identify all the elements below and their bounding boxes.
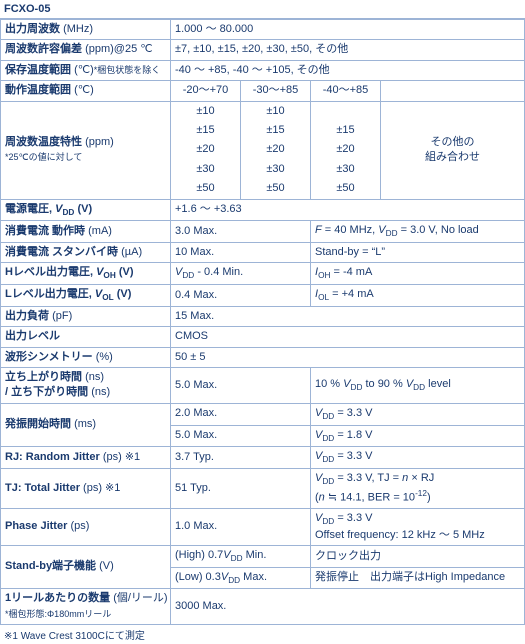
cell: ±15 [311,121,381,140]
row-value: +1.6 ～ +3.63 [171,199,525,221]
row-cond: クロック出力 [311,545,525,567]
row-value: 10 Max. [171,242,311,262]
row-value: 15 Max. [171,306,525,326]
row-label: 周波数許容偏差 (ppm)@25 ℃ [1,40,171,60]
row-label: Phase Jitter (ps) [1,508,171,545]
cell: その他の 組み合わせ [381,101,525,199]
cell: ±50 [241,179,311,199]
cell: ±30 [241,160,311,179]
cell [311,101,381,121]
row-cond: VDD = 3.3 V [311,403,525,425]
row-value: 1.0 Max. [171,508,311,545]
row-label: TJ: Total Jitter (ps) ※1 [1,469,171,509]
row-cond: VDD = 3.3 V, TJ = n × RJ(n ≒ 14.1, BER =… [311,469,525,509]
row-label: 電源電圧, VDD (V) [1,199,171,221]
spec-table: 出力周波数 (MHz) 1.000 ～ 80.000 周波数許容偏差 (ppm)… [0,19,525,625]
row-value: 3.7 Typ. [171,447,311,469]
row-cond: 10 % VDD to 90 % VDD level [311,368,525,404]
row-value: VDD - 0.4 Min. [171,263,311,285]
cell: ±15 [241,121,311,140]
row-label: RJ: Random Jitter (ps) ※1 [1,447,171,469]
row-value: 51 Typ. [171,469,311,509]
row-label: Stand-by端子機能 (V) [1,545,171,588]
row-label: 出力周波数 (MHz) [1,20,171,40]
cell: ±20 [241,140,311,159]
row-value: (Low) 0.3VDD Max. [171,567,311,589]
cell: ±50 [171,179,241,199]
cell: ±20 [311,140,381,159]
row-cond: IOH = -4 mA [311,263,525,285]
cell: -30～+85 [241,81,311,101]
cell: ±20 [171,140,241,159]
row-value: 5.0 Max. [171,368,311,404]
row-label: 消費電流 スタンバイ時 (µA) [1,242,171,262]
row-label: 立ち上がり時間 (ns) / 立ち下がり時間 (ns) [1,368,171,404]
row-cond: 発振停止 出力端子はHigh Impedance [311,567,525,589]
part-title: FCXO-05 [0,0,525,19]
row-value: CMOS [171,327,525,347]
row-label: 出力負荷 (pF) [1,306,171,326]
cell [381,81,525,101]
row-label: 動作温度範囲 (℃) [1,81,171,101]
row-label: 1リールあたりの数量 (個/リール)*梱包形態:Φ180mmリール [1,589,171,625]
row-value: 3000 Max. [171,589,525,625]
row-label: 保存温度範囲 (℃)*梱包状態を除く [1,60,171,80]
cell: ±30 [171,160,241,179]
row-cond: VDD = 1.8 V [311,425,525,447]
cell: -40～+85 [311,81,381,101]
row-value: (High) 0.7VDD Min. [171,545,311,567]
row-label: Hレベル出力電圧, VOH (V) [1,263,171,285]
row-label: 出力レベル [1,327,171,347]
row-label: 周波数温度特性 (ppm) *25℃の値に対して [1,101,171,199]
row-cond: Stand-by = “L” [311,242,525,262]
cell: ±50 [311,179,381,199]
row-cond: VDD = 3.3 VOffset frequency: 12 kHz ～ 5 … [311,508,525,545]
cell: -20～+70 [171,81,241,101]
footnote: ※1 Wave Crest 3100Cにて測定 [0,625,525,644]
cell: ±10 [241,101,311,121]
row-value: 3.0 Max. [171,221,311,243]
row-value: -40 ～ +85, -40 ～ +105, その他 [171,60,525,80]
cell: ±15 [171,121,241,140]
row-label: Lレベル出力電圧, VOL (V) [1,285,171,307]
cell: ±10 [171,101,241,121]
cell: ±30 [311,160,381,179]
row-label: 消費電流 動作時 (mA) [1,221,171,243]
row-cond: IOL = +4 mA [311,285,525,307]
row-value: 5.0 Max. [171,425,311,447]
row-cond: VDD = 3.3 V [311,447,525,469]
row-value: 1.000 ～ 80.000 [171,20,525,40]
row-cond: F = 40 MHz, VDD = 3.0 V, No load [311,221,525,243]
row-value: ±7, ±10, ±15, ±20, ±30, ±50, その他 [171,40,525,60]
row-value: 50 ± 5 [171,347,525,367]
row-label: 発振開始時間 (ms) [1,403,171,446]
row-value: 2.0 Max. [171,403,311,425]
row-value: 0.4 Max. [171,285,311,307]
row-label: 波形シンメトリー (%) [1,347,171,367]
